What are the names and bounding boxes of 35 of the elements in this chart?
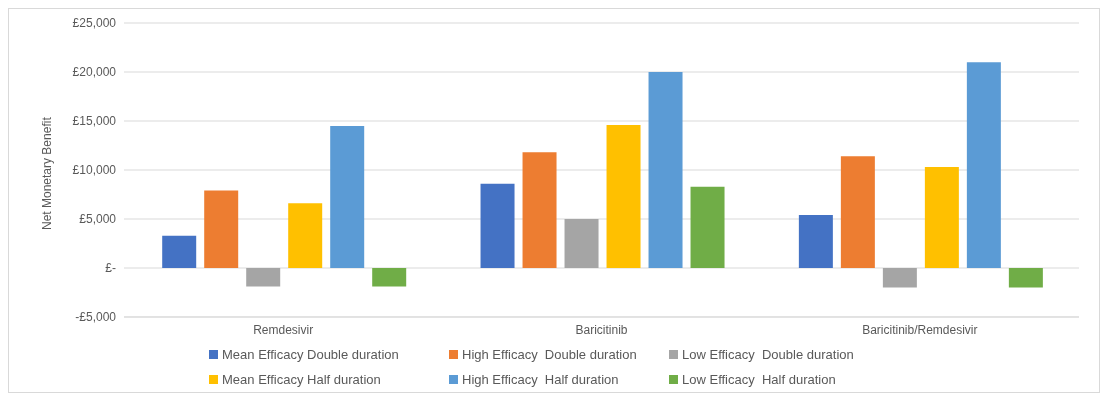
y-axis-title: Net Monetary Benefit xyxy=(40,116,55,230)
x-tick-label: Remdesivir xyxy=(253,322,314,337)
y-tick-label: £15,000 xyxy=(72,114,117,129)
y-tick-label: £- xyxy=(105,261,116,276)
bar xyxy=(564,219,599,268)
bar xyxy=(648,72,683,268)
bar xyxy=(522,152,557,268)
bar xyxy=(372,268,407,287)
legend-label: Mean Efficacy Half duration xyxy=(222,372,381,387)
bar xyxy=(246,268,281,287)
bar xyxy=(966,62,1001,268)
x-tick-label: Baricitinib/Remdesivir xyxy=(862,322,978,337)
bar xyxy=(924,167,959,268)
bar xyxy=(690,186,725,268)
legend-label: High Efficacy Double duration xyxy=(462,347,637,362)
y-tick-label: £25,000 xyxy=(72,16,117,31)
legend-label: Mean Efficacy Double duration xyxy=(222,347,399,362)
bar xyxy=(162,235,197,268)
y-tick-label: £10,000 xyxy=(72,163,117,178)
bar xyxy=(882,268,917,288)
bar xyxy=(840,156,875,268)
x-tick-label: Baricitinib xyxy=(575,322,628,337)
legend-label: Low Efficacy Double duration xyxy=(682,347,854,362)
bar xyxy=(1008,268,1043,288)
legend-label: High Efficacy Half duration xyxy=(462,372,619,387)
legend-label: Low Efficacy Half duration xyxy=(682,372,836,387)
bar xyxy=(288,203,323,268)
bar xyxy=(606,124,641,268)
bar xyxy=(480,183,515,268)
bar xyxy=(798,215,833,268)
bar xyxy=(204,190,239,268)
y-tick-label: -£5,000 xyxy=(75,310,117,325)
y-tick-label: £5,000 xyxy=(79,212,117,227)
bar xyxy=(330,125,365,268)
y-tick-label: £20,000 xyxy=(72,65,117,80)
